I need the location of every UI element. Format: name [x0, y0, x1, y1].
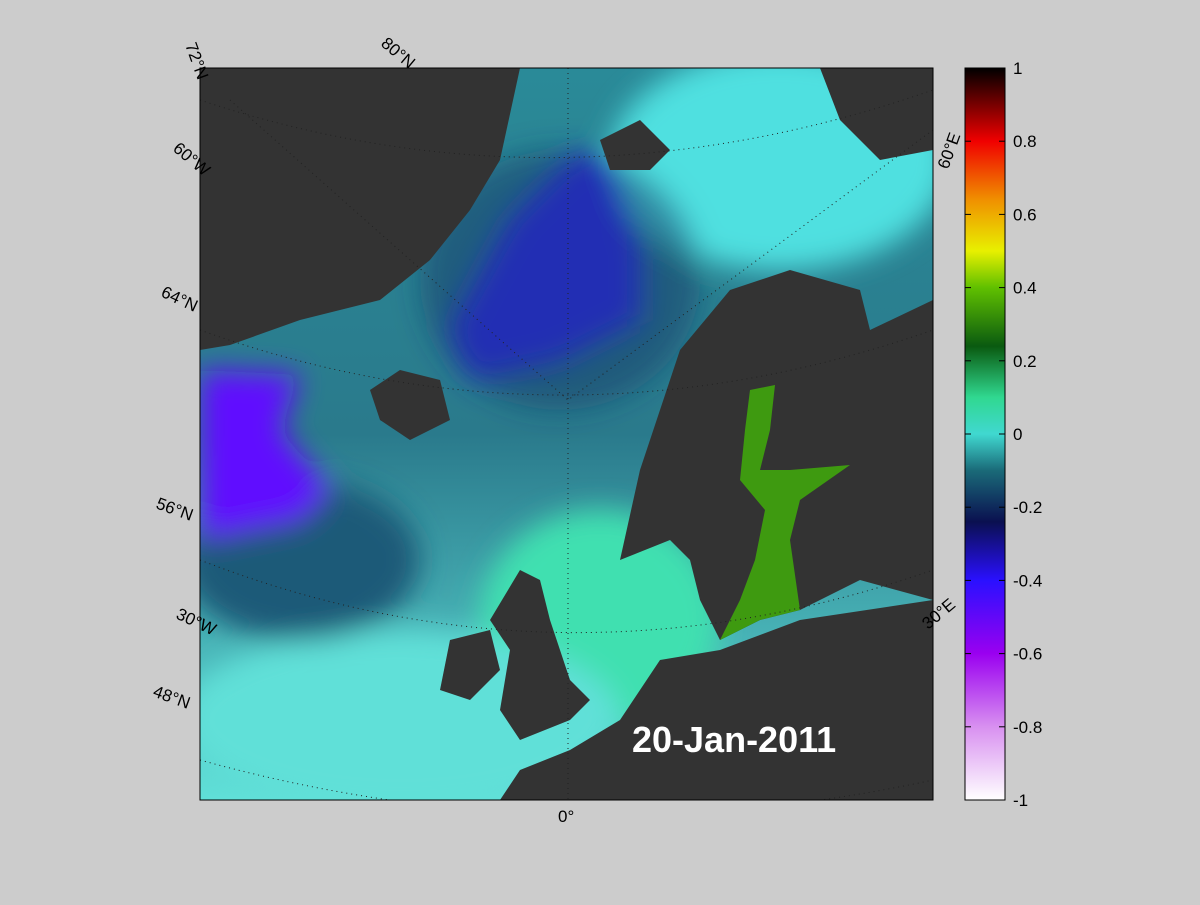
colorbar-tick-label: -1: [1013, 791, 1028, 810]
lat-label: 72°N: [181, 40, 212, 82]
colorbar-tick-label: 0.6: [1013, 205, 1037, 224]
date-label: 20-Jan-2011: [632, 719, 836, 760]
colorbar-tick-label: 0.2: [1013, 352, 1037, 371]
colorbar-tick-label: -0.2: [1013, 498, 1042, 517]
lon-label: 60°E: [934, 130, 965, 171]
land: [200, 68, 933, 800]
lat-label: 80°N: [377, 34, 418, 73]
lat-label: 64°N: [158, 282, 200, 315]
map-frame: [199, 67, 934, 801]
colorbar-tick-label: -0.6: [1013, 645, 1042, 664]
lon-label: 0°: [558, 807, 574, 826]
colorbar-tick-label: 0.4: [1013, 279, 1037, 298]
lat-label: 56°N: [154, 494, 196, 525]
colorbar-tick-label: -0.8: [1013, 718, 1042, 737]
colorbar-tick-label: 1: [1013, 59, 1022, 78]
colorbar-tick-label: 0.8: [1013, 132, 1037, 151]
baltic-sea: [720, 385, 850, 640]
colorbar-tick-label: -0.4: [1013, 571, 1042, 590]
colorbar-ticks: -1 -0.8 -0.6 -0.4 -0.2 0 0.2 0.4 0.6 0.8 1: [965, 59, 1042, 810]
map: [200, 68, 933, 800]
graticule: [200, 68, 933, 800]
lat-label: 48°N: [151, 682, 193, 713]
colorbar-tick-label: 0: [1013, 425, 1022, 444]
